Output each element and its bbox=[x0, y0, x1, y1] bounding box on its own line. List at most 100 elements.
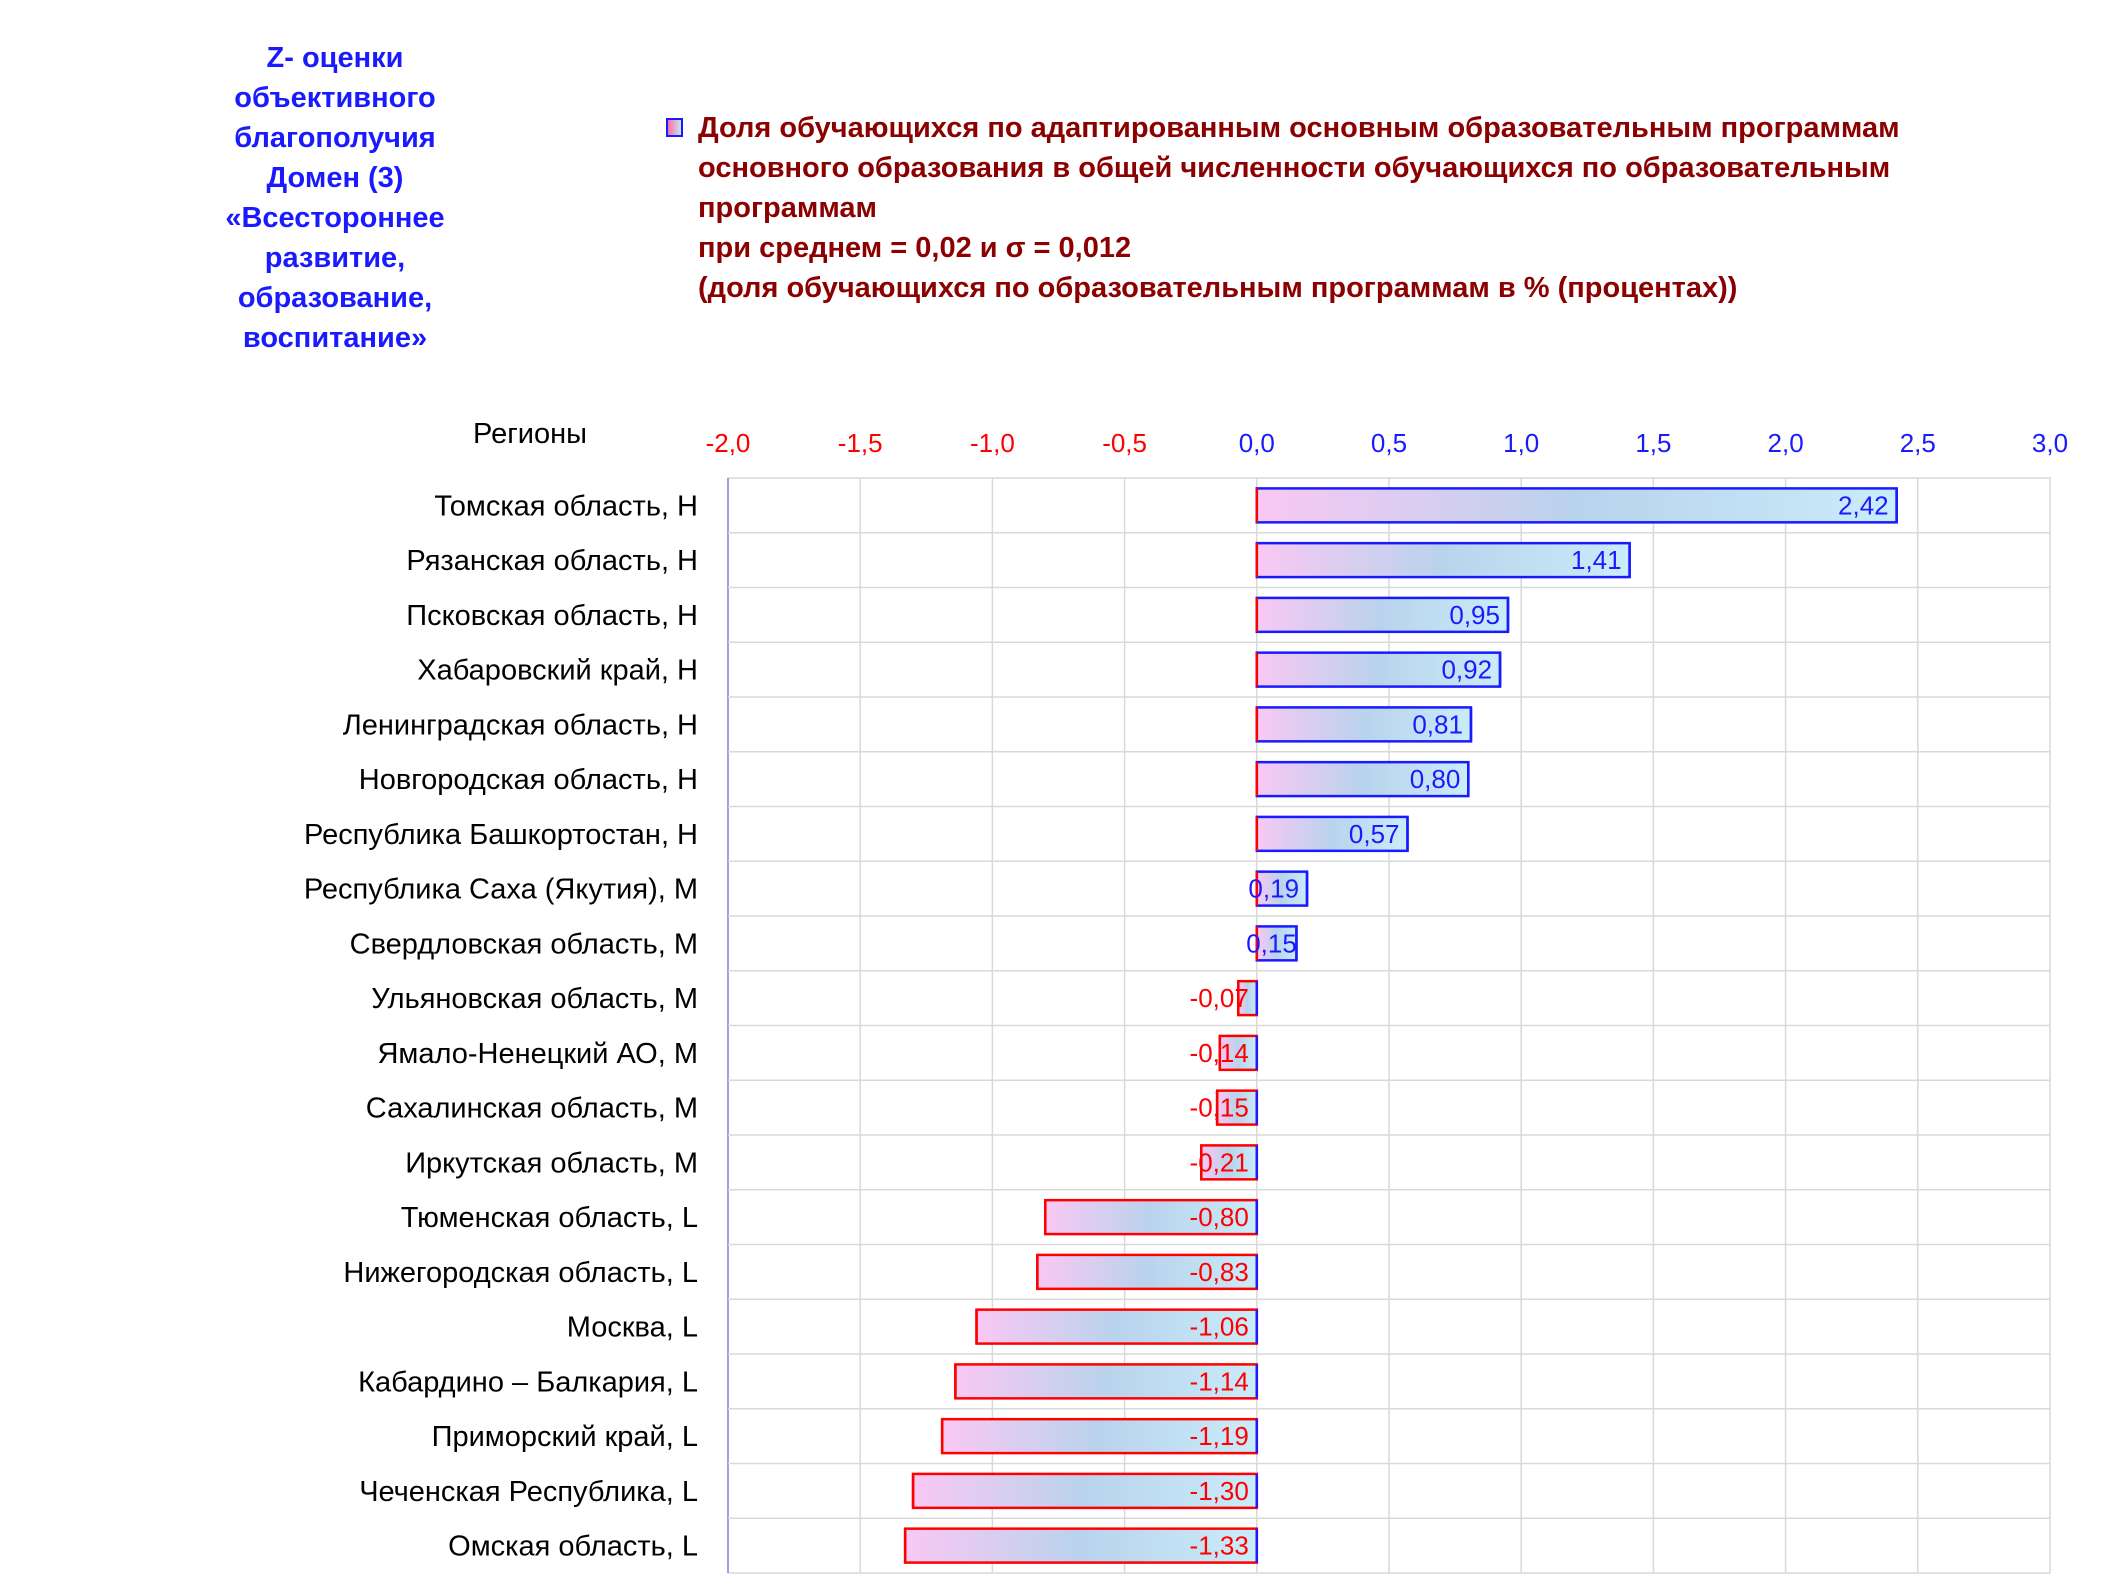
bar bbox=[1255, 651, 1502, 688]
bar-fill bbox=[1256, 543, 1630, 578]
x-tick-label: 2,0 bbox=[1768, 428, 1804, 458]
bar bbox=[940, 1417, 1259, 1455]
legend-swatch bbox=[666, 118, 683, 137]
category-label: Чеченская Республика, L bbox=[359, 1476, 698, 1508]
category-label: Ямало-Ненецкий АО, M bbox=[377, 1038, 698, 1070]
category-label: Тюменская область, L bbox=[401, 1202, 698, 1234]
bar-fill bbox=[1037, 1254, 1257, 1289]
bar bbox=[954, 1363, 1259, 1400]
bar bbox=[1255, 870, 1309, 907]
category-label: Ульяновская область, M bbox=[371, 983, 698, 1015]
x-tick-label: 3,0 bbox=[2032, 428, 2068, 458]
bar-fill bbox=[1256, 871, 1308, 906]
bar bbox=[903, 1527, 1259, 1564]
data-label: 0,15 bbox=[1246, 928, 1297, 958]
grid bbox=[727, 477, 2051, 1574]
bar-fill bbox=[955, 1364, 1257, 1399]
x-axis: -2,0 -1,5 -1,0 -0,5 0,0 0,5 1,0 1,5 2,0 2,5 3,0 Рег… bbox=[473, 418, 2068, 458]
data-label: 0,81 bbox=[1412, 709, 1463, 739]
data-label: 0,95 bbox=[1449, 600, 1500, 630]
data-label: -1,14 bbox=[1190, 1366, 1249, 1396]
bar bbox=[975, 1308, 1259, 1345]
data-label: -1,33 bbox=[1190, 1531, 1249, 1561]
data-label: 2,42 bbox=[1838, 490, 1889, 520]
category-label: Рязанская область, H bbox=[406, 545, 698, 577]
data-label: -1,06 bbox=[1190, 1312, 1249, 1342]
x-tick-label: -1,0 bbox=[970, 428, 1015, 458]
bar-fill bbox=[1201, 1145, 1257, 1180]
x-tick-label: 1,0 bbox=[1503, 428, 1539, 458]
data-label: 0,57 bbox=[1349, 819, 1400, 849]
bar bbox=[1255, 541, 1631, 579]
bar bbox=[1044, 1198, 1259, 1236]
data-label: -1,19 bbox=[1190, 1421, 1249, 1451]
x-tick-label: 1,5 bbox=[1635, 428, 1671, 458]
bar-fill bbox=[1256, 762, 1469, 797]
bar-fill bbox=[1045, 1200, 1257, 1235]
legend: Доля обучающихся по адаптированным основ… bbox=[666, 108, 2086, 308]
x-tick-label: -1,5 bbox=[838, 428, 883, 458]
bar-fill bbox=[905, 1528, 1257, 1563]
x-tick-label: 0,5 bbox=[1371, 428, 1407, 458]
x-tick-label: -2,0 bbox=[706, 428, 751, 458]
bar bbox=[1255, 760, 1470, 798]
category-label: Томская область, H bbox=[434, 490, 698, 522]
bar bbox=[911, 1472, 1259, 1510]
category-labels: Томская область, H Рязанская область, H Пс… bbox=[304, 490, 698, 1562]
bar bbox=[1255, 925, 1298, 962]
category-label: Новгородская область, H bbox=[359, 764, 698, 796]
category-label: Республика Башкортостан, H bbox=[304, 819, 698, 851]
bar bbox=[1237, 979, 1259, 1017]
category-label: Республика Саха (Якутия), M bbox=[304, 874, 698, 906]
data-label: -0,07 bbox=[1190, 983, 1249, 1013]
bar-fill bbox=[942, 1419, 1257, 1454]
x-tick-label: 2,5 bbox=[1900, 428, 1936, 458]
legend-text: Доля обучающихся по адаптированным основ… bbox=[698, 112, 1900, 304]
bar-fill bbox=[1256, 926, 1297, 961]
data-label: 0,92 bbox=[1441, 655, 1492, 685]
data-label: 1,41 bbox=[1571, 545, 1622, 575]
category-label: Сахалинская область, M bbox=[366, 1093, 698, 1125]
bar bbox=[1255, 487, 1898, 524]
data-label: -0,21 bbox=[1190, 1147, 1249, 1177]
bar-fill bbox=[1256, 652, 1501, 687]
data-label: 0,80 bbox=[1410, 764, 1461, 794]
category-label: Москва, L bbox=[567, 1312, 698, 1344]
category-label: Псковская область, H bbox=[406, 600, 698, 632]
bars: 2,42 1,41 0,95 0,92 0,81 0,80 0,57 0,19 0,15 -0,0… bbox=[903, 487, 1898, 1564]
category-label: Нижегородская область, L bbox=[343, 1257, 698, 1289]
bar bbox=[1255, 815, 1409, 853]
data-label: -1,30 bbox=[1190, 1476, 1249, 1506]
bar bbox=[1200, 1144, 1259, 1181]
data-label: -0,80 bbox=[1190, 1202, 1249, 1232]
bar bbox=[1255, 596, 1510, 634]
bar bbox=[1215, 1089, 1259, 1126]
category-label: Ленинградская область, H bbox=[343, 709, 698, 741]
data-label: -0,83 bbox=[1190, 1257, 1249, 1287]
data-label: -0,15 bbox=[1190, 1093, 1249, 1123]
category-label: Иркутская область, M bbox=[405, 1147, 698, 1179]
bar-fill bbox=[1217, 1090, 1257, 1125]
y-axis-title: Регионы bbox=[473, 418, 587, 450]
x-tick-label: -0,5 bbox=[1102, 428, 1147, 458]
data-label: 0,19 bbox=[1248, 874, 1299, 904]
bar bbox=[1255, 706, 1473, 743]
bar-fill bbox=[1238, 981, 1257, 1016]
bar bbox=[1036, 1253, 1259, 1291]
category-label: Свердловская область, M bbox=[350, 928, 698, 960]
bar-fill bbox=[1219, 1035, 1257, 1070]
bar-fill bbox=[913, 1473, 1257, 1508]
category-label: Омская область, L bbox=[448, 1531, 698, 1563]
chart-side-title: Z- оценки объективного благополучия Доме… bbox=[225, 42, 445, 354]
data-label: -0,14 bbox=[1190, 1038, 1249, 1068]
bar-fill bbox=[1256, 816, 1408, 851]
bar-fill bbox=[1256, 488, 1897, 523]
category-label: Приморский край, L bbox=[432, 1421, 698, 1453]
bar bbox=[1218, 1034, 1259, 1072]
category-label: Хабаровский край, H bbox=[417, 655, 698, 687]
bar-fill bbox=[976, 1309, 1257, 1344]
bar-fill bbox=[1256, 707, 1471, 742]
bar-fill bbox=[1256, 597, 1508, 632]
x-tick-label: 0,0 bbox=[1239, 428, 1275, 458]
